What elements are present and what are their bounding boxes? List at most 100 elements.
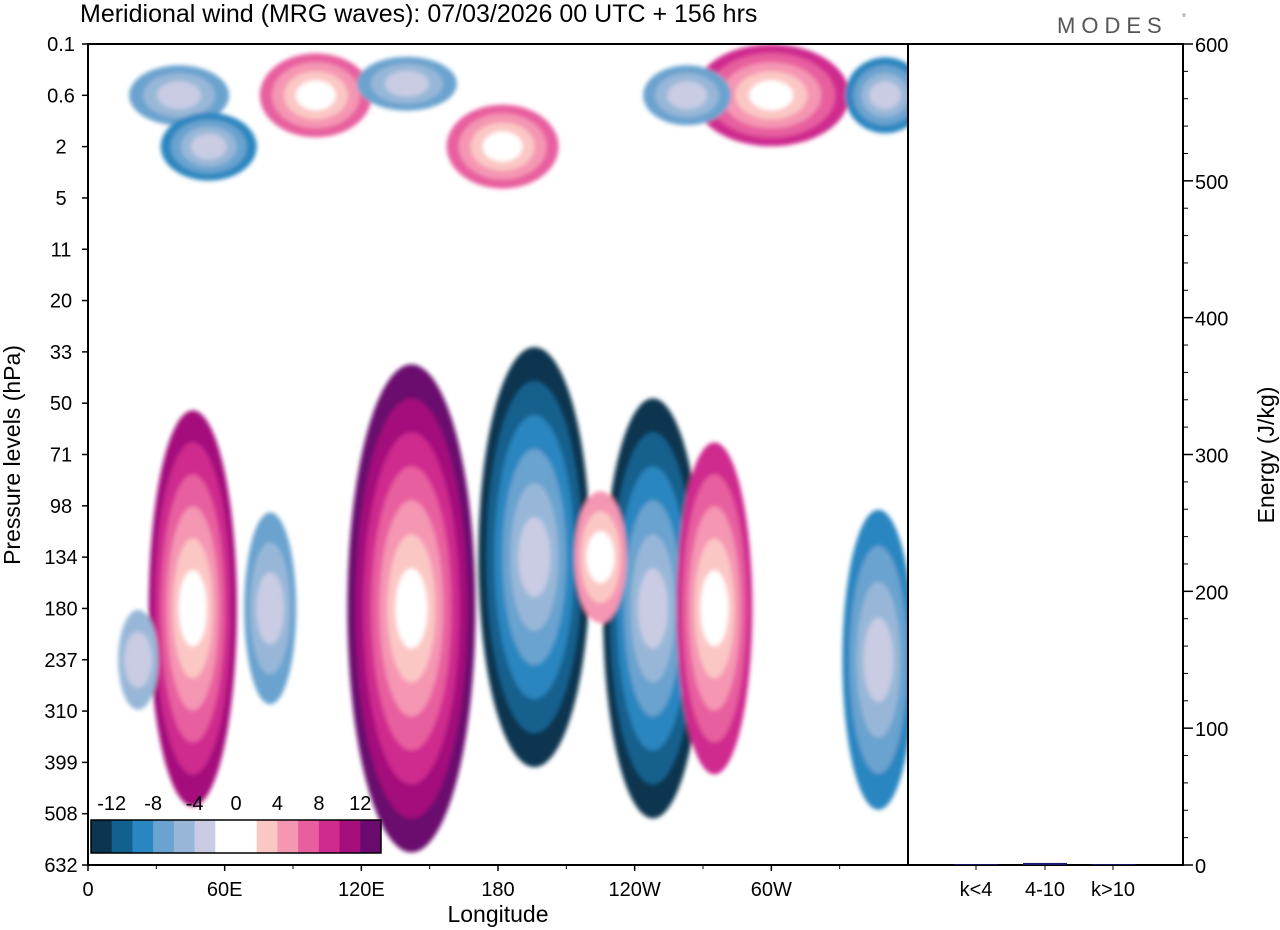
contour-feature <box>356 56 457 111</box>
contour-feature <box>643 65 732 126</box>
y-tick-label: 632 <box>44 855 77 877</box>
y-tick-label: 399 <box>44 752 77 774</box>
colorbar-frame <box>90 819 382 854</box>
contour-feature <box>129 65 230 126</box>
contour-level <box>190 133 227 160</box>
colorbar-swatch <box>194 820 216 853</box>
modes-logo: MODES ° <box>1057 13 1186 38</box>
contour-level <box>295 80 336 111</box>
colorbar-label: 8 <box>313 793 324 815</box>
x-tick-label: 0 <box>82 879 93 901</box>
energy-category-label: 4-10 <box>1025 879 1065 901</box>
contour-feature <box>160 112 257 181</box>
colorbar-swatch <box>256 820 278 853</box>
contour-level <box>256 572 285 645</box>
contour-feature <box>845 57 908 134</box>
energy-tick-label: 100 <box>1195 719 1228 741</box>
x-tick-label: 60E <box>207 879 243 901</box>
y-axis-label: Pressure levels (hPa) <box>0 345 25 565</box>
contour-level <box>178 570 207 647</box>
contour-level <box>157 81 202 110</box>
contour-feature <box>574 491 627 624</box>
x-tick-label: 120W <box>609 879 661 901</box>
y-tick-label: 50 <box>50 393 72 415</box>
y-tick-label: 508 <box>44 804 77 826</box>
y-tick-label: 180 <box>44 598 77 620</box>
energy-bar <box>1023 862 1067 865</box>
energy-tick-label: 200 <box>1195 582 1228 604</box>
x-tick-label: 60W <box>751 879 792 901</box>
energy-bar <box>1091 864 1135 865</box>
colorbar-label: 12 <box>349 793 371 815</box>
energy-axis-label: Energy (J/kg) <box>1253 387 1279 524</box>
energy-tick-label: 0 <box>1195 856 1206 878</box>
contour-level <box>384 70 429 97</box>
energy-tick-label: 400 <box>1195 309 1228 331</box>
energy-tick-label: 300 <box>1195 446 1228 468</box>
energy-panel: 0 100 200 300 400 500 600 k<4 4-10 k>10 Energy (… <box>907 35 1279 901</box>
contour-feature <box>676 442 753 775</box>
x-axis-label: Longitude <box>447 901 548 927</box>
colorbar-swatch <box>153 820 175 853</box>
logo-mark: ° <box>1182 13 1186 24</box>
colorbar-label: 0 <box>230 793 241 815</box>
colorbar-swatch <box>277 820 299 853</box>
energy-tick-label: 500 <box>1195 172 1228 194</box>
contour-feature <box>602 398 703 819</box>
colorbar-swatch <box>111 820 133 853</box>
contour-level <box>869 81 902 110</box>
contour-level <box>667 81 708 110</box>
y-tick-label: 98 <box>50 496 72 518</box>
chart-title: Meridional wind (MRG waves): 07/03/2026 … <box>80 0 757 28</box>
y-tick-label: 0.6 <box>47 85 75 107</box>
contour-feature <box>842 509 908 810</box>
colorbar-swatch <box>132 820 154 853</box>
y-tick-label: 5 <box>55 188 66 210</box>
contour-level <box>637 568 668 649</box>
contour-level <box>700 570 729 647</box>
colorbar-swatch <box>318 820 341 853</box>
energy-tick-label: 600 <box>1195 35 1228 57</box>
contour-feature <box>148 410 237 807</box>
colorbar-swatch <box>173 820 196 853</box>
contour-level <box>482 131 523 162</box>
x-tick-label: 180 <box>481 879 514 901</box>
x-tick-label: 120E <box>338 879 385 901</box>
y-tick-label: 310 <box>44 701 77 723</box>
colorbar-swatch <box>215 820 237 853</box>
longitude-axis: 0 60E 120E 180 120W 60W <box>82 865 841 901</box>
y-tick-label: 2 <box>55 137 66 159</box>
contour-level <box>749 80 794 111</box>
contour-feature <box>347 364 476 853</box>
colorbar-label: -4 <box>186 793 204 815</box>
colorbar-label: 4 <box>272 793 283 815</box>
energy-category-label: k>10 <box>1091 879 1135 901</box>
contour-feature <box>693 44 850 147</box>
contour-feature <box>478 347 591 768</box>
contour-feature <box>259 53 372 138</box>
y-tick-label: 237 <box>44 650 77 672</box>
energy-axis: 0 100 200 300 400 500 600 <box>1183 35 1228 878</box>
contour-level <box>518 517 551 598</box>
colorbar: -12 -8 -4 0 4 8 12 <box>90 793 382 854</box>
energy-bars <box>954 862 1135 865</box>
energy-bar <box>954 864 998 865</box>
y-tick-label: 11 <box>51 239 72 261</box>
y-tick-label: 71 <box>50 445 72 467</box>
colorbar-label: -8 <box>144 793 162 815</box>
y-tick-label: 0.1 <box>47 34 75 56</box>
contour-level <box>124 631 153 688</box>
energy-frame <box>907 43 1184 866</box>
contour-feature <box>118 609 159 710</box>
colorbar-label: -12 <box>97 793 126 815</box>
contour-feature <box>244 512 297 705</box>
colorbar-swatch <box>236 820 258 853</box>
contour-level <box>395 568 428 649</box>
colorbar-swatch <box>360 820 382 853</box>
colorbar-swatch <box>91 820 113 853</box>
logo-text: MODES <box>1057 13 1168 38</box>
energy-category-label: k<4 <box>960 879 993 901</box>
heatmap-panel: -12 -8 -4 0 4 8 12 0.1 0.6 2 5 11 20 33 50 71 98 134 180 2… <box>0 34 909 927</box>
contour-level <box>586 531 615 584</box>
